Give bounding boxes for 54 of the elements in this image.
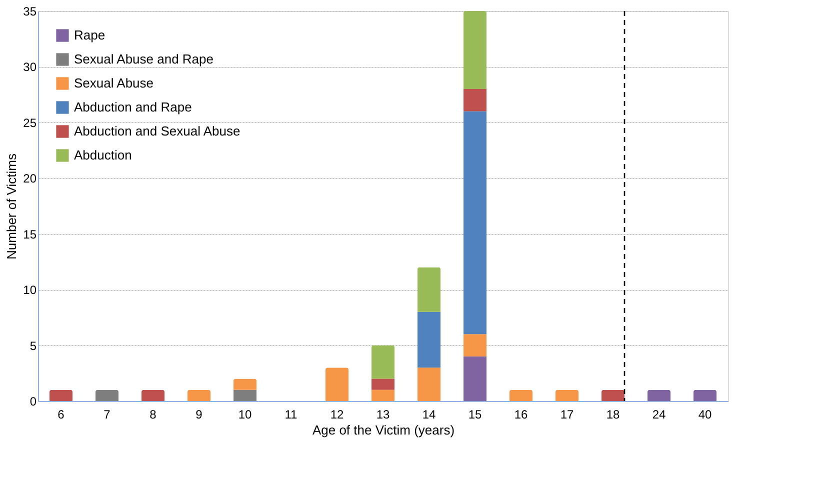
bar xyxy=(510,390,532,401)
bar xyxy=(96,390,118,401)
x-tick-label: 8 xyxy=(150,408,157,422)
x-tick-label: 12 xyxy=(330,408,344,422)
bar xyxy=(464,89,486,112)
bar xyxy=(234,378,256,390)
bar xyxy=(50,390,72,401)
bar xyxy=(188,390,210,401)
x-tick-label: 6 xyxy=(58,408,65,422)
x-tick-label: 7 xyxy=(104,408,111,422)
x-tick-label: 18 xyxy=(606,408,620,422)
x-tick-label: 16 xyxy=(514,408,528,422)
bar xyxy=(372,390,394,401)
y-tick-label: 5 xyxy=(30,338,37,353)
legend-label: Rape xyxy=(74,28,106,42)
legend-label: Sexual Abuse and Rape xyxy=(74,52,214,66)
legend-label: Sexual Abuse xyxy=(74,76,154,90)
bar xyxy=(418,368,440,401)
x-tick-label: 40 xyxy=(698,408,712,422)
x-axis-title: Age of the Victim (years) xyxy=(312,422,455,438)
x-tick-label: 24 xyxy=(652,408,666,422)
bar xyxy=(372,345,394,379)
bar xyxy=(464,356,486,401)
legend-label: Abduction xyxy=(74,148,132,162)
bar xyxy=(326,368,348,401)
bar xyxy=(234,390,256,401)
bar xyxy=(464,111,486,334)
y-axis-title: Number of Victims xyxy=(4,153,20,260)
x-tick-label: 17 xyxy=(560,408,574,422)
x-tick-label: 9 xyxy=(196,408,203,422)
legend-label: Abduction and Rape xyxy=(74,100,192,114)
bar xyxy=(556,390,578,401)
x-tick-label: 14 xyxy=(422,408,436,422)
bar xyxy=(418,267,440,312)
y-tick-label: 20 xyxy=(23,172,37,186)
bar xyxy=(648,390,670,401)
x-tick-label: 15 xyxy=(468,408,482,422)
y-tick-label: 10 xyxy=(23,283,37,298)
bar xyxy=(694,390,716,401)
y-tick-label: 25 xyxy=(23,116,37,130)
bar xyxy=(418,312,440,368)
bar xyxy=(372,378,394,390)
x-tick-label: 10 xyxy=(238,408,252,422)
x-tick-label: 13 xyxy=(376,408,390,422)
y-tick-label: 35 xyxy=(23,4,37,18)
x-tick-label: 11 xyxy=(284,408,298,422)
bar xyxy=(464,334,486,356)
bar xyxy=(464,11,486,89)
y-tick-label: 30 xyxy=(23,60,37,74)
y-tick-label: 15 xyxy=(23,227,37,242)
legend-label: Abduction and Sexual Abuse xyxy=(74,124,240,138)
bar xyxy=(142,390,164,401)
y-tick-label: 0 xyxy=(30,394,37,408)
bar xyxy=(602,390,624,401)
